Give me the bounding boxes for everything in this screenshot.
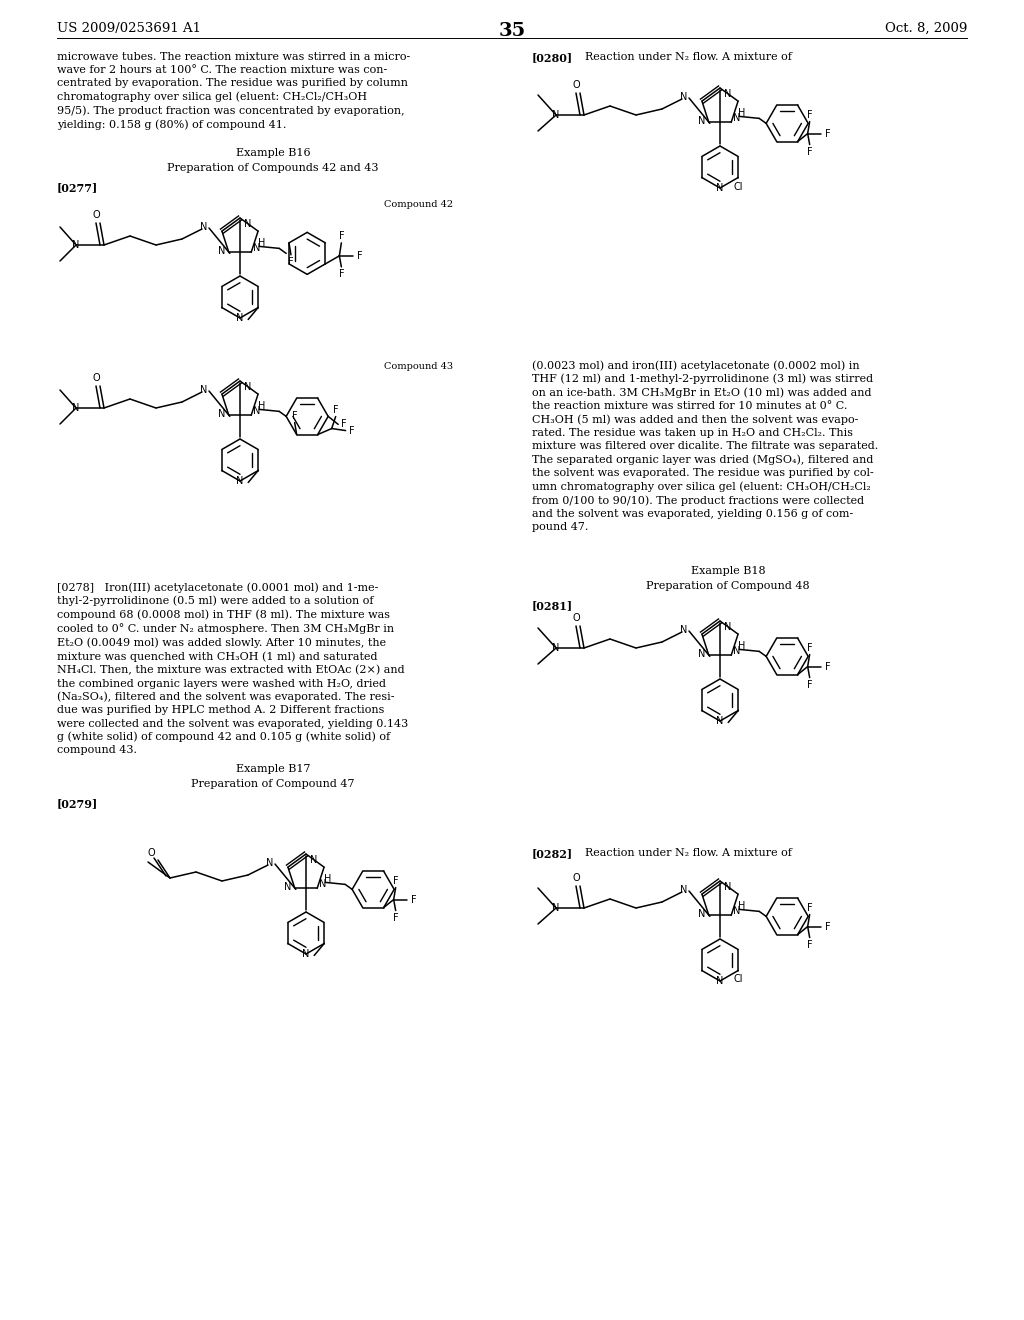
Text: [0277]: [0277] [57,182,98,193]
Text: N: N [201,222,208,232]
Text: N: N [237,313,244,323]
Text: F: F [807,110,812,120]
Text: N: N [733,114,740,123]
Text: O: O [572,612,580,623]
Text: O: O [572,873,580,883]
Text: Preparation of Compound 48: Preparation of Compound 48 [646,581,810,591]
Text: N: N [680,884,688,895]
Text: N: N [73,403,80,413]
Text: F: F [292,411,298,421]
Text: N: N [733,647,740,656]
Text: (0.0023 mol) and iron(III) acetylacetonate (0.0002 mol) in
THF (12 ml) and 1-met: (0.0023 mol) and iron(III) acetylacetona… [532,360,879,532]
Text: Compound 43: Compound 43 [384,362,453,371]
Text: N: N [680,92,688,102]
Text: Preparation of Compounds 42 and 43: Preparation of Compounds 42 and 43 [167,162,379,173]
Text: N: N [310,855,317,865]
Text: O: O [92,210,99,220]
Text: Oct. 8, 2009: Oct. 8, 2009 [885,22,967,36]
Text: F: F [411,895,417,904]
Text: N: N [284,882,292,892]
Text: N: N [552,903,560,913]
Text: Example B18: Example B18 [690,566,765,576]
Text: Preparation of Compound 47: Preparation of Compound 47 [191,779,354,789]
Text: N: N [237,477,244,486]
Text: N: N [73,240,80,249]
Text: N: N [552,643,560,653]
Text: F: F [288,257,294,267]
Text: F: F [349,425,354,436]
Text: N: N [319,879,327,890]
Text: O: O [572,81,580,90]
Text: N: N [698,649,706,660]
Text: N: N [302,949,309,960]
Text: F: F [339,231,344,240]
Text: N: N [717,183,724,193]
Text: F: F [807,643,812,652]
Text: Cl: Cl [733,181,743,191]
Text: F: F [825,128,830,139]
Text: O: O [92,374,99,383]
Text: F: F [339,269,344,279]
Text: N: N [218,247,225,256]
Text: Reaction under N₂ flow. A mixture of: Reaction under N₂ flow. A mixture of [578,847,792,858]
Text: O: O [147,847,155,858]
Text: [0278]   Iron(III) acetylacetonate (0.0001 mol) and 1-me-
thyl-2-pyrrolidinone (: [0278] Iron(III) acetylacetonate (0.0001… [57,582,409,755]
Text: Cl: Cl [733,974,743,985]
Text: N: N [717,715,724,726]
Text: N: N [254,407,261,416]
Text: US 2009/0253691 A1: US 2009/0253691 A1 [57,22,201,36]
Text: N: N [698,909,706,919]
Text: 35: 35 [499,22,525,40]
Text: microwave tubes. The reaction mixture was stirred in a micro-
wave for 2 hours a: microwave tubes. The reaction mixture wa… [57,51,411,129]
Text: F: F [825,661,830,672]
Text: N: N [717,975,724,986]
Text: N: N [245,381,252,392]
Text: Compound 42: Compound 42 [384,201,453,209]
Text: F: F [807,903,812,912]
Text: H: H [325,874,332,884]
Text: N: N [218,409,225,420]
Text: F: F [393,912,398,923]
Text: F: F [807,940,812,949]
Text: H: H [738,642,745,651]
Text: Reaction under N₂ flow. A mixture of: Reaction under N₂ flow. A mixture of [578,51,792,62]
Text: [0281]: [0281] [532,601,573,611]
Text: [0282]: [0282] [532,847,573,859]
Text: N: N [680,624,688,635]
Text: H: H [738,108,745,119]
Text: F: F [807,680,812,689]
Text: H: H [738,902,745,911]
Text: F: F [341,420,347,429]
Text: [0279]: [0279] [57,799,98,809]
Text: N: N [724,88,732,99]
Text: Example B17: Example B17 [236,764,310,774]
Text: H: H [258,239,266,248]
Text: N: N [724,622,732,632]
Text: N: N [733,907,740,916]
Text: F: F [807,147,812,157]
Text: N: N [254,243,261,253]
Text: N: N [552,110,560,120]
Text: N: N [724,882,732,892]
Text: N: N [201,385,208,395]
Text: H: H [258,401,266,412]
Text: [0280]: [0280] [532,51,573,63]
Text: N: N [698,116,706,127]
Text: F: F [356,251,362,261]
Text: Example B16: Example B16 [236,148,310,158]
Text: F: F [393,875,398,886]
Text: N: N [266,858,273,869]
Text: F: F [333,404,339,414]
Text: F: F [825,921,830,932]
Text: N: N [245,219,252,228]
